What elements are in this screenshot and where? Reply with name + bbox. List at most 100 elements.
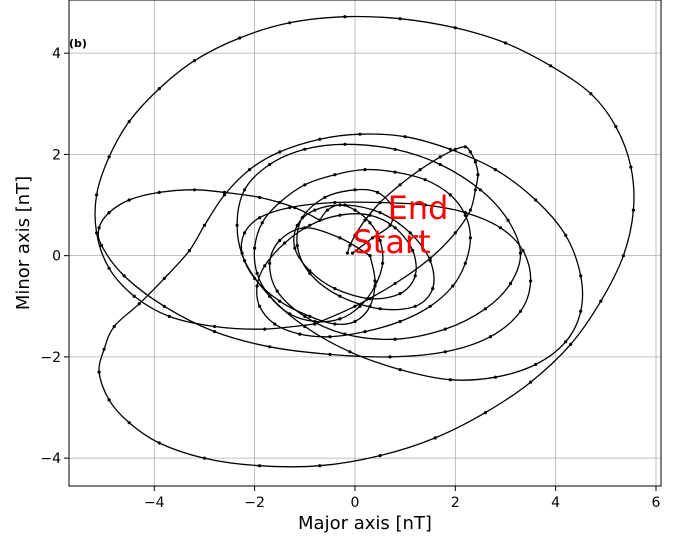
trajectory-point (308, 269, 312, 273)
trajectory-point (293, 246, 297, 250)
trajectory-point (278, 299, 282, 303)
trajectory-point (453, 231, 457, 235)
trajectory-point (268, 261, 272, 265)
trajectory-point (333, 287, 337, 291)
trajectory-line (314, 146, 479, 325)
trajectory-point (137, 302, 141, 306)
trajectory-point (157, 190, 161, 194)
plot-frame (68, 0, 662, 487)
trajectory-point (468, 208, 472, 212)
trajectory-point (97, 370, 101, 374)
trajectory-point (529, 279, 533, 283)
trajectory-point (288, 21, 292, 25)
trajectory-point (338, 236, 342, 240)
trajectory-point (564, 340, 568, 344)
trajectory-point (318, 218, 322, 222)
trajectory-point (235, 223, 239, 227)
trajectory-point (258, 216, 262, 220)
y-tick-label: 2 (52, 147, 61, 163)
trajectory-point (192, 188, 196, 192)
trajectory-point (268, 294, 272, 298)
trajectory-point (353, 208, 357, 212)
trajectory-point (338, 203, 342, 207)
trajectory-point (373, 279, 377, 283)
trajectory-point (343, 203, 347, 207)
trajectory-point (473, 160, 477, 164)
trajectory-point (411, 249, 415, 253)
trajectory-point (293, 206, 297, 210)
trajectory-point (298, 332, 302, 336)
trajectory-point (348, 243, 352, 248)
trajectory-point (268, 345, 272, 349)
trajectory-point (463, 145, 467, 149)
trajectory-point (463, 211, 467, 215)
trajectory-point (338, 317, 342, 321)
trajectory-point (258, 304, 262, 308)
trajectory-point (476, 173, 480, 177)
trajectory-point (260, 221, 264, 225)
trajectory-point (438, 155, 442, 159)
trajectory-point (288, 206, 292, 210)
trajectory-point (589, 92, 593, 96)
trajectory-point (549, 64, 553, 68)
trajectory-point (243, 231, 247, 235)
trajectory-point (534, 198, 538, 202)
trajectory-point (100, 243, 104, 248)
trajectory-point (248, 168, 252, 172)
trajectory-point (448, 147, 452, 151)
trajectory-point (393, 170, 397, 174)
trajectory-point (318, 137, 322, 141)
trajectory-point (303, 147, 307, 151)
y-tick-label: 0 (52, 249, 61, 265)
trajectory-point (463, 261, 467, 265)
trajectory-point (300, 216, 304, 220)
trajectory-point (375, 190, 380, 194)
trajectory-point (428, 259, 432, 263)
trajectory-point (167, 314, 171, 318)
trajectory-point (378, 211, 382, 215)
x-tick-label: 2 (451, 495, 460, 511)
trajectory-point (295, 243, 299, 248)
trajectory-point (579, 309, 583, 313)
y-axis-label: Minor axis [nT] (13, 176, 34, 310)
trajectory-point (508, 281, 513, 286)
trajectory-point (107, 398, 111, 402)
trajectory-point (403, 135, 407, 139)
trajectory-point (473, 188, 477, 192)
trajectory-point (363, 168, 367, 172)
trajectory-point (418, 168, 422, 172)
trajectory-point (483, 307, 487, 311)
trajectory-point (308, 223, 312, 227)
trajectory-point (393, 226, 397, 230)
trajectory-point (363, 218, 367, 222)
x-tick-label: 4 (551, 495, 560, 511)
trajectory-point (398, 319, 402, 324)
panel-label: (b) (69, 37, 87, 50)
x-tick-label: −2 (244, 495, 265, 511)
trajectory-point (453, 26, 457, 30)
trajectory-point (614, 125, 618, 129)
trajectory-point (255, 271, 259, 275)
trajectory-point (483, 411, 487, 415)
x-tick-label: 6 (652, 495, 661, 511)
trajectory-point (358, 132, 362, 136)
trajectory-point (413, 304, 417, 308)
trajectory-point (132, 294, 136, 298)
trajectory-point (468, 236, 472, 240)
trajectory-point (313, 322, 317, 326)
trajectory-point (243, 188, 247, 192)
trajectory-point (222, 193, 227, 197)
trajectory-point (157, 441, 161, 445)
trajectory-point (192, 59, 196, 63)
trajectory-point (122, 274, 126, 278)
trajectory-line (97, 189, 532, 358)
trajectory-point (127, 198, 131, 202)
trajectory-point (127, 421, 131, 425)
trajectory-point (353, 319, 357, 324)
trajectory-point (381, 261, 385, 265)
trajectory-point (328, 352, 332, 356)
trajectory-point (202, 223, 207, 227)
trajectory-point (112, 324, 116, 329)
trajectory-point (448, 378, 452, 382)
